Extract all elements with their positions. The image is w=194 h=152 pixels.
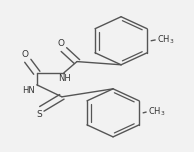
- Text: CH$_3$: CH$_3$: [148, 106, 166, 118]
- Text: S: S: [36, 111, 42, 119]
- Text: HN: HN: [22, 86, 35, 95]
- Text: O: O: [57, 39, 64, 48]
- Text: CH$_3$: CH$_3$: [157, 34, 175, 46]
- Text: O: O: [21, 50, 28, 59]
- Text: NH: NH: [59, 74, 71, 83]
